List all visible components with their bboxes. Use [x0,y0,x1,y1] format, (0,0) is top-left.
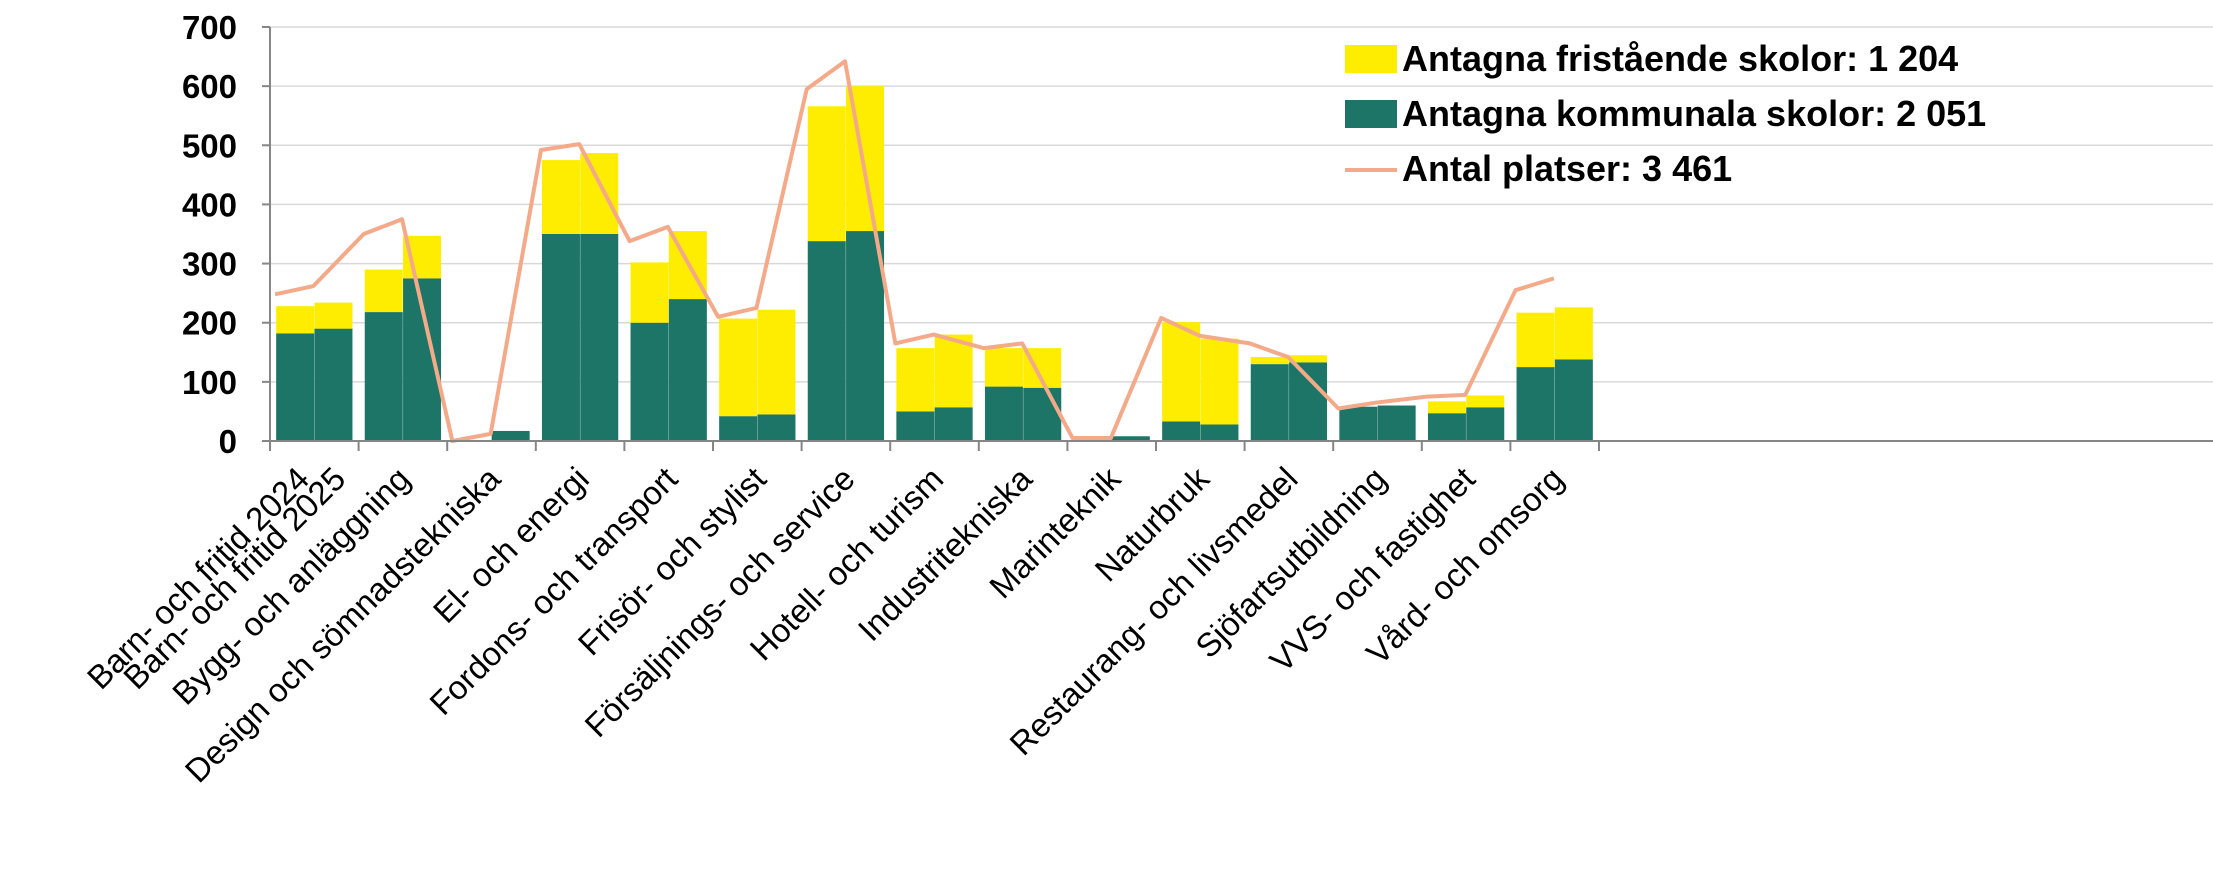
legend-label: Antagna kommunala skolor: 2 051 [1402,93,1986,134]
bar-kommunala [314,328,353,441]
y-tick-label: 0 [219,423,237,460]
bar-kommunala [1289,362,1328,441]
bar-kommunala [1554,359,1593,441]
y-tick-label: 200 [182,305,237,342]
bar-kommunala [541,234,580,441]
y-tick-label: 100 [182,364,237,401]
bar-fristaende [934,334,973,408]
legend: Antagna fristående skolor: 1 204 Antagna … [1345,38,1986,189]
bar-fristaende [1162,322,1201,422]
bar-kommunala [984,386,1023,441]
bar-fristaende [630,262,669,323]
bar-kommunala [1377,405,1416,441]
bar-fristaende [719,318,758,417]
bar-fristaende [1466,395,1505,408]
bar-fristaende [984,348,1023,387]
bar-fristaende [314,302,353,329]
bar-fristaende [541,160,580,234]
bar-fristaende [1516,312,1555,368]
line-series [274,59,1555,443]
bar-kommunala [1466,407,1505,441]
legend-swatch [1345,100,1397,128]
bar-fristaende [1250,357,1289,365]
bar-kommunala [846,231,885,441]
bar-kommunala [364,312,403,441]
bar-kommunala [757,414,796,441]
bar-fristaende [580,152,619,234]
bar-kommunala [1162,421,1201,441]
bar-kommunala [276,333,315,441]
bar-kommunala [580,234,619,441]
bar-kommunala [719,416,758,441]
bar-kommunala [1250,364,1289,441]
bar-kommunala [491,430,530,441]
bar-kommunala [1516,367,1555,441]
bar-kommunala [1339,406,1378,441]
y-tick-labels: 0 100 200 300 400 500 600 700 [182,9,237,460]
y-tick-label: 600 [182,68,237,105]
bar-kommunala [934,407,973,441]
axes [262,26,2213,451]
bar-fristaende [1427,401,1466,414]
bar-kommunala [1023,387,1062,441]
bar-kommunala [1427,413,1466,441]
x-tick-label: El- och energi [426,460,596,630]
bar-kommunala [1200,424,1239,441]
bar-fristaende [364,269,403,313]
bar-kommunala [668,299,707,441]
bar-kommunala [896,411,935,441]
y-tick-label: 700 [182,9,237,46]
bar-fristaende [896,348,935,412]
bar-kommunala [807,241,846,441]
bar-fristaende [807,106,846,242]
bar-fristaende [276,306,315,334]
bar-fristaende [757,309,796,415]
y-tick-label: 300 [182,246,237,283]
bar-fristaende [1289,355,1328,363]
line-antal-platser [274,59,1555,443]
legend-swatch [1345,45,1397,73]
legend-label: Antagna fristående skolor: 1 204 [1402,38,1958,79]
bar-kommunala [1111,436,1150,441]
bar-fristaende [1554,307,1593,360]
legend-label: Antal platser: 3 461 [1402,148,1732,189]
bar-kommunala [630,322,669,441]
y-tick-label: 500 [182,127,237,164]
y-tick-label: 400 [182,186,237,223]
bar-fristaende [1200,338,1239,425]
bars [276,86,1593,441]
